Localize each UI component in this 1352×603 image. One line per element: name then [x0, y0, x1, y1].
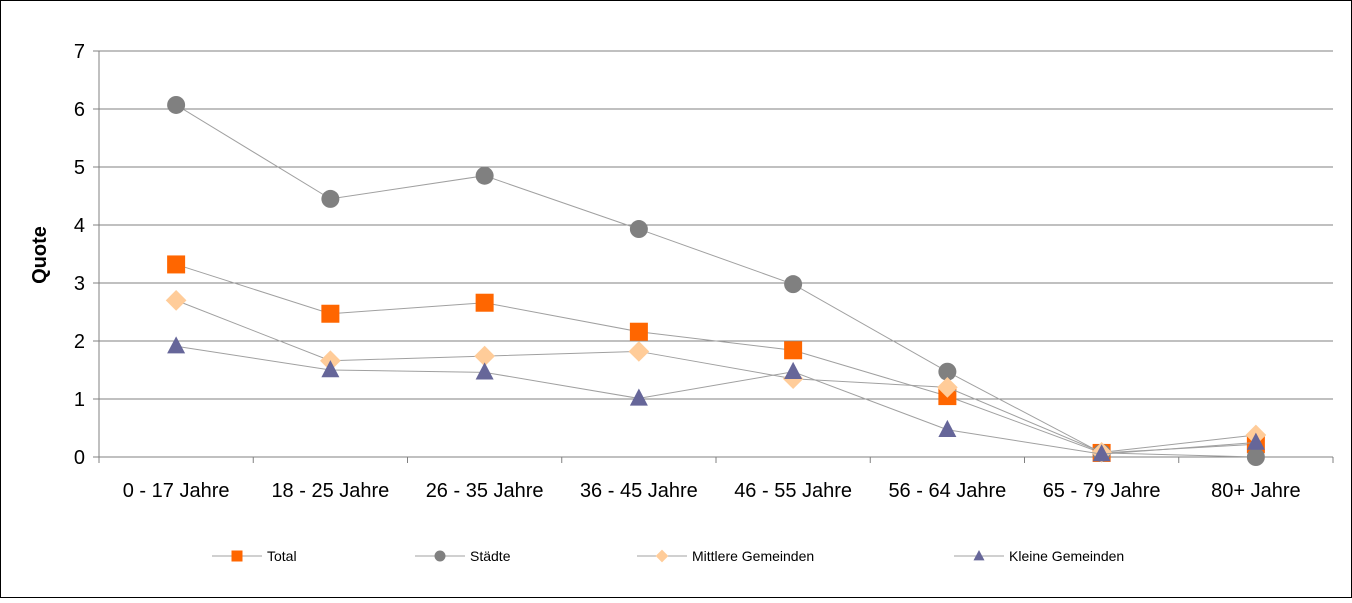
x-tick-label: 18 - 25 Jahre: [271, 480, 389, 502]
legend-entry: Total: [212, 548, 297, 564]
data-point: [628, 341, 650, 362]
data-point: [1246, 432, 1265, 450]
data-point: [475, 293, 494, 312]
data-point: [629, 322, 648, 341]
series-line: [176, 345, 1256, 455]
legend-label: Kleine Gemeinden: [1009, 548, 1124, 564]
data-point: [167, 255, 186, 274]
legend-marker: [973, 549, 985, 561]
y-tick-label: 0: [74, 447, 85, 469]
data-point: [629, 220, 648, 239]
legend-label: Mittlere Gemeinden: [692, 548, 814, 564]
y-tick-labels: 0 1 2 3 4 5 6 7: [74, 41, 85, 469]
x-tick-label: 0 - 17 Jahre: [123, 480, 230, 502]
y-tick-label: 2: [74, 331, 85, 353]
y-tick-label: 4: [74, 215, 85, 237]
x-tick-label: 80+ Jahre: [1211, 480, 1301, 502]
data-point: [784, 361, 803, 379]
series-line: [175, 263, 1256, 454]
y-axis-label: Quote: [29, 226, 51, 284]
data-point: [475, 166, 494, 185]
legend-entry: Städte: [415, 548, 511, 564]
data-point: [321, 360, 340, 378]
legend: Total Städte Mittlere Gemeinden Kleine Geme…: [212, 548, 1124, 564]
legend-marker: [655, 549, 669, 563]
series-line: [175, 299, 1256, 453]
data-point: [937, 377, 958, 398]
y-tick-label: 1: [74, 389, 85, 411]
data-point: [938, 362, 957, 381]
data-point: [784, 341, 803, 360]
legend-entry: Kleine Gemeinden: [954, 548, 1124, 564]
y-tick-label: 6: [74, 99, 85, 121]
data-point: [321, 304, 340, 323]
data-point: [1092, 444, 1111, 462]
y-tick-label: 7: [74, 41, 85, 63]
x-tick-label: 56 - 64 Jahre: [888, 480, 1006, 502]
data-point: [321, 189, 340, 208]
legend-entry: Mittlere Gemeinden: [637, 548, 814, 564]
legend-marker: [231, 550, 243, 562]
legend-marker: [434, 550, 446, 562]
y-tick-label: 5: [74, 157, 85, 179]
x-tick-label: 26 - 35 Jahre: [426, 480, 544, 502]
data-point: [167, 336, 186, 354]
data-point: [784, 275, 803, 294]
data-point: [938, 419, 957, 437]
series-line: [175, 104, 1256, 458]
x-tick-label: 65 - 79 Jahre: [1043, 480, 1161, 502]
x-tick-label: 46 - 55 Jahre: [734, 480, 852, 502]
data-point: [165, 290, 187, 311]
gridlines: [99, 50, 1333, 400]
data-point: [475, 362, 494, 380]
series-group: [167, 336, 1265, 462]
x-tick-label: 36 - 45 Jahre: [580, 480, 698, 502]
y-tick-label: 3: [74, 273, 85, 295]
legend-label: Total: [267, 548, 297, 564]
data-point: [167, 95, 186, 114]
data-point: [1246, 448, 1265, 466]
data-point: [629, 388, 648, 406]
axes: [93, 50, 1334, 463]
legend-label: Städte: [470, 548, 511, 564]
data-point: [474, 345, 495, 367]
series: [165, 95, 1267, 466]
x-tick-labels: 0 - 17 Jahre 18 - 25 Jahre 26 - 35 Jahre 36…: [123, 480, 1301, 502]
